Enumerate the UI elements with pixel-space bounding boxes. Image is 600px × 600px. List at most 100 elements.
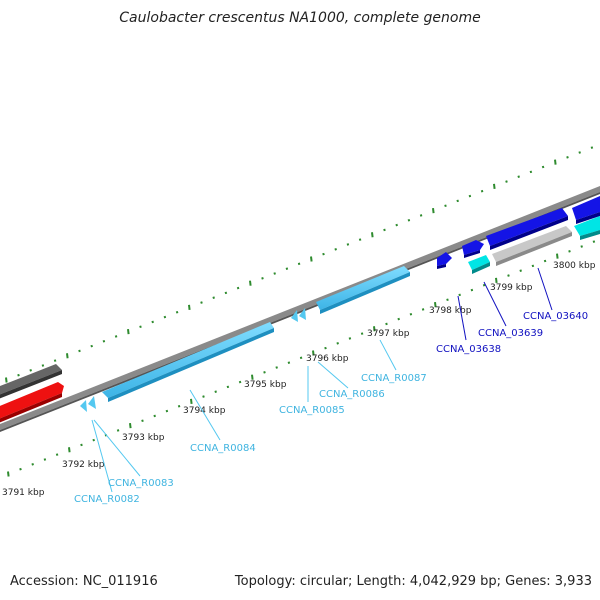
gene-label-rna[interactable]: CCNA_R0083 (108, 478, 174, 489)
minor-tick (444, 204, 447, 208)
gene-label-rna[interactable]: CCNA_R0085 (279, 405, 345, 416)
gene-label-cds[interactable]: CCNA_03639 (478, 328, 543, 339)
minor-tick (116, 429, 120, 432)
minor-tick (322, 252, 325, 256)
minor-tick (263, 371, 266, 374)
cds-feature-next[interactable] (572, 196, 600, 224)
minor-tick (480, 189, 484, 193)
minor-tick (80, 443, 83, 447)
major-tick (188, 304, 191, 311)
minor-tick (287, 361, 291, 364)
minor-tick (261, 277, 264, 280)
minor-tick (517, 175, 520, 178)
minor-tick (531, 264, 535, 268)
rna-feature-R0087[interactable] (316, 266, 410, 314)
rna-feature-R0082[interactable] (80, 400, 87, 412)
gene-label-cds[interactable]: CCNA_03640 (523, 311, 588, 322)
minor-tick (566, 156, 569, 159)
minor-tick (446, 298, 449, 302)
rna-leader-lines (91, 339, 397, 493)
rna-feature-R0083[interactable] (88, 396, 96, 409)
minor-tick (458, 293, 461, 297)
minor-tick (153, 414, 156, 418)
gene-label-rna[interactable]: CCNA_R0082 (74, 494, 140, 505)
minor-tick (348, 337, 352, 340)
major-tick (66, 353, 69, 359)
major-tick (249, 280, 252, 286)
major-tick (190, 398, 193, 405)
gene-label-rna[interactable]: CCNA_R0084 (190, 443, 256, 454)
gene-label-rna[interactable]: CCNA_R0086 (319, 389, 385, 400)
cds-feature-03640[interactable] (486, 208, 568, 250)
kbp-label: 3795 kbp (244, 380, 287, 390)
major-tick (493, 183, 496, 189)
tick-row-lower (7, 240, 596, 477)
tick-row-upper (5, 146, 594, 383)
minor-tick (41, 364, 45, 367)
pseudo-feature[interactable] (492, 226, 572, 266)
major-tick (129, 422, 132, 429)
red-feature[interactable] (0, 382, 64, 424)
minor-tick (273, 272, 276, 275)
minor-tick (529, 170, 533, 174)
cds-feature-03639[interactable] (462, 240, 484, 258)
genome-title: Caulobacter crescentus NA1000, complete … (119, 10, 481, 26)
minor-tick (141, 419, 144, 423)
cyan-feature-2[interactable] (574, 216, 600, 240)
minor-tick (238, 380, 242, 384)
minor-tick (275, 366, 278, 369)
minor-tick (519, 269, 522, 272)
minor-tick (395, 223, 398, 227)
rna-feature-R0084[interactable] (102, 322, 274, 402)
minor-tick (419, 214, 423, 217)
minor-tick (505, 180, 508, 183)
minor-tick (580, 245, 583, 248)
cds-feature-03638[interactable] (437, 252, 452, 269)
minor-tick (19, 467, 22, 471)
minor-tick (360, 332, 364, 335)
gene-label-cds[interactable]: CCNA_03638 (436, 344, 501, 355)
minor-tick (55, 453, 59, 456)
minor-tick (78, 349, 81, 353)
rna-feature-R0085[interactable] (291, 310, 298, 322)
minor-tick (383, 228, 386, 232)
kbp-label: 3792 kbp (62, 460, 105, 470)
kbp-label: 3794 kbp (183, 406, 226, 416)
cyan-feature-1[interactable] (468, 255, 490, 274)
genome-summary-text: Topology: circular; Length: 4,042,929 bp… (234, 574, 592, 589)
minor-tick (202, 395, 205, 398)
minor-tick (543, 259, 547, 263)
minor-tick (541, 165, 545, 169)
minor-tick (470, 288, 474, 292)
minor-tick (334, 248, 337, 251)
minor-tick (43, 458, 47, 461)
major-tick (556, 253, 559, 259)
accession-text: Accession: NC_011916 (10, 574, 158, 589)
dark-feature[interactable] (0, 364, 62, 400)
minor-tick (299, 356, 303, 360)
kbp-label: 3799 kbp (490, 283, 533, 293)
minor-tick (224, 291, 228, 295)
minor-tick (226, 385, 230, 389)
minor-tick (102, 339, 106, 343)
minor-tick (29, 369, 32, 372)
minor-tick (578, 151, 581, 154)
major-tick (310, 256, 313, 262)
minor-tick (297, 262, 301, 266)
minor-tick (114, 335, 118, 338)
minor-tick (31, 463, 34, 466)
kbp-label: 3793 kbp (122, 433, 165, 443)
rna-feature-R0086[interactable] (299, 308, 306, 320)
minor-tick (346, 243, 350, 246)
gene-label-rna[interactable]: CCNA_R0087 (361, 373, 427, 384)
kbp-label: 3798 kbp (429, 306, 472, 316)
genome-backbone (0, 185, 600, 431)
major-tick (127, 328, 130, 335)
minor-tick (592, 240, 596, 243)
kbp-label: 3796 kbp (306, 354, 349, 364)
minor-tick (92, 438, 95, 442)
minor-tick (421, 308, 425, 311)
minor-tick (482, 283, 486, 287)
minor-tick (212, 296, 215, 299)
